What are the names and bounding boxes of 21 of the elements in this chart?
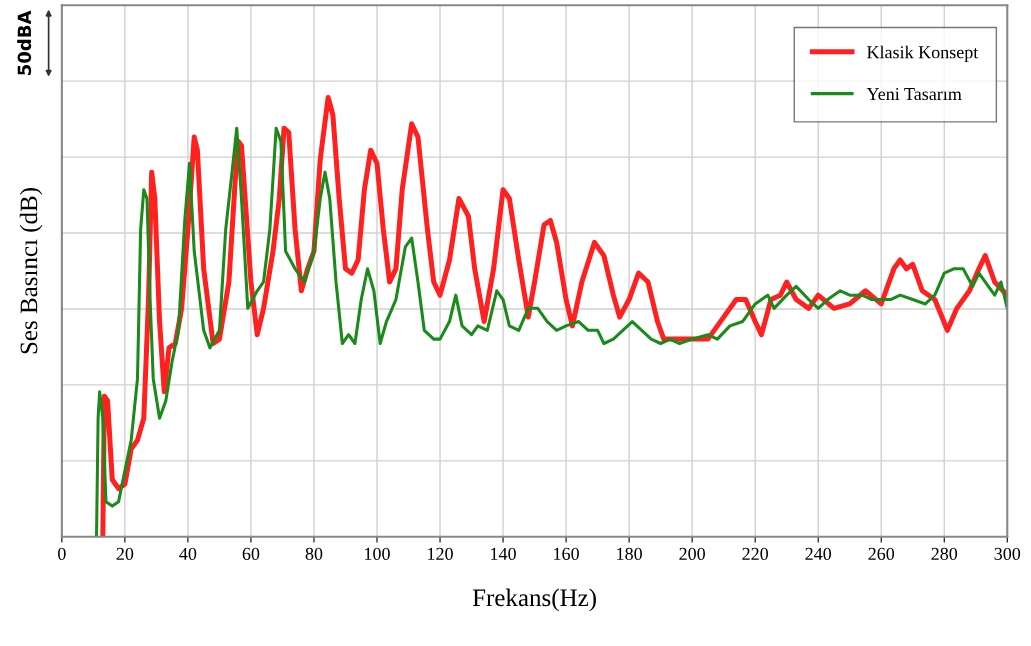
x-tick-label: 220 <box>742 547 769 560</box>
x-tick-label: 80 <box>305 547 323 560</box>
x-tick-label: 100 <box>365 547 390 560</box>
x-tick-label: 0 <box>58 547 66 560</box>
x-tick-label: 240 <box>805 547 832 560</box>
x-tick-label: 260 <box>868 547 895 560</box>
legend-label: Yeni Tasarım <box>866 87 962 101</box>
x-tick-label: 160 <box>554 547 579 560</box>
x-tick-label: 20 <box>116 547 134 560</box>
text: 50dBA <box>17 10 32 75</box>
y-axis-title: Ses Basıncı (dB) <box>19 188 43 354</box>
x-tick-label: 300 <box>994 547 1021 560</box>
legend-label: Klasik Konsept <box>866 45 979 63</box>
x-tick-label: 40 <box>179 547 197 560</box>
x-tick-label: 140 <box>491 547 516 560</box>
x-axis-title: Frekans(Hz) <box>472 588 596 612</box>
x-tick-label: 180 <box>617 547 642 560</box>
x-tick-label: 60 <box>242 547 260 560</box>
x-tick-label: 120 <box>428 547 453 560</box>
x-tick-label: 200 <box>679 547 705 560</box>
x-tick-label: 280 <box>931 547 958 560</box>
